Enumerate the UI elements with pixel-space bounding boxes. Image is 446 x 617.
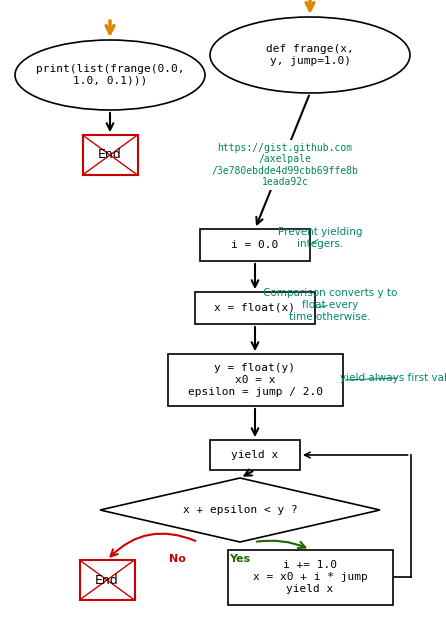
FancyBboxPatch shape	[168, 354, 343, 406]
Text: No: No	[169, 554, 186, 564]
Text: https://gist.github.com
/axelpale
/3e780ebdde4d99cbb69ffe8b
1eada92c: https://gist.github.com /axelpale /3e780…	[211, 143, 359, 188]
Text: i = 0.0: i = 0.0	[231, 240, 279, 250]
Ellipse shape	[210, 17, 410, 93]
FancyBboxPatch shape	[210, 440, 300, 470]
Text: x + epsilon < y ?: x + epsilon < y ?	[182, 505, 297, 515]
Text: x = float(x): x = float(x)	[215, 303, 296, 313]
Text: Yes: Yes	[230, 554, 251, 564]
FancyBboxPatch shape	[227, 550, 392, 605]
Polygon shape	[100, 478, 380, 542]
Text: End: End	[95, 573, 119, 587]
Ellipse shape	[15, 40, 205, 110]
FancyBboxPatch shape	[79, 560, 135, 600]
FancyBboxPatch shape	[83, 135, 137, 175]
Text: def frange(x,
y, jump=1.0): def frange(x, y, jump=1.0)	[266, 44, 354, 66]
Text: yield always first value: yield always first value	[340, 373, 446, 383]
Text: yield x: yield x	[231, 450, 279, 460]
Text: i += 1.0
x = x0 + i * jump
yield x: i += 1.0 x = x0 + i * jump yield x	[252, 560, 368, 594]
Text: Prevent yielding
integers.: Prevent yielding integers.	[278, 227, 362, 249]
Text: print(list(frange(0.0,
1.0, 0.1))): print(list(frange(0.0, 1.0, 0.1)))	[36, 64, 184, 86]
FancyBboxPatch shape	[200, 229, 310, 261]
Text: y = float(y)
x0 = x
epsilon = jump / 2.0: y = float(y) x0 = x epsilon = jump / 2.0	[187, 363, 322, 397]
FancyBboxPatch shape	[195, 292, 315, 324]
Text: End: End	[98, 149, 122, 162]
Text: Comparison converts y to
float every
time otherwise.: Comparison converts y to float every tim…	[263, 288, 397, 321]
